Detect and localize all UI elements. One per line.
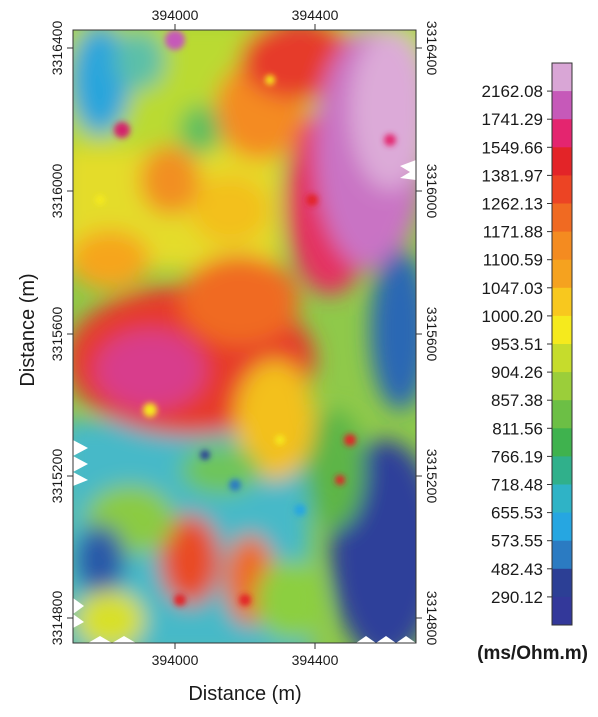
colorbar-swatch [552, 91, 572, 120]
map-frame [72, 29, 417, 644]
x-tick-bottom-1: 394400 [292, 652, 339, 668]
colorbar-swatch [552, 372, 572, 401]
colorbar-label: 718.48 [491, 476, 543, 495]
y-tick-left-0: 3316400 [49, 21, 65, 76]
colorbar-label: 953.51 [491, 335, 543, 354]
colorbar-swatch [552, 315, 572, 345]
colorbar-label: 1000.20 [482, 307, 543, 326]
y-tick-right-2: 3315600 [424, 307, 440, 362]
map-ticks [67, 24, 422, 649]
x-tick-top-0: 394000 [152, 7, 199, 23]
y-tick-left-3: 3315200 [49, 449, 65, 504]
colorbar-label: 766.19 [491, 447, 543, 466]
colorbar-swatch [552, 344, 572, 373]
colorbar-label: 1047.03 [482, 279, 543, 298]
colorbar-swatch [552, 400, 572, 429]
y-axis-title: Distance (m) [17, 273, 39, 386]
colorbar-swatch [552, 147, 572, 176]
y-tick-right-0: 3316400 [424, 21, 440, 76]
colorbar-swatch [552, 596, 572, 626]
colorbar-label: 290.12 [491, 588, 543, 607]
colorbar-label: 1381.97 [482, 166, 543, 185]
y-tick-right-4: 3314800 [424, 591, 440, 646]
colorbar-label: 904.26 [491, 363, 543, 382]
colorbar-swatch [552, 568, 572, 598]
colorbar-swatch [552, 512, 572, 542]
x-tick-bottom-0: 394000 [152, 652, 199, 668]
colorbar-label: 857.38 [491, 391, 543, 410]
colorbar-swatch [552, 175, 572, 204]
y-tick-right-3: 3315200 [424, 449, 440, 504]
colorbar-label: 655.53 [491, 504, 543, 523]
colorbar-swatch [552, 119, 572, 148]
map-field [73, 30, 416, 643]
y-tick-right-1: 3316000 [424, 164, 440, 219]
map-speckles [95, 30, 396, 606]
colorbar-label: 1171.88 [483, 223, 543, 242]
y-tick-left-1: 3316000 [49, 164, 65, 219]
x-axis-title: Distance (m) [188, 683, 301, 705]
colorbar-label: 1549.66 [482, 138, 543, 157]
colorbar-label: 1741.29 [482, 110, 543, 129]
colorbar-swatch [552, 456, 572, 485]
colorbar-unit: (ms/Ohm.m) [477, 643, 588, 664]
map-blank-notches [73, 160, 416, 643]
y-tick-left-2: 3315600 [49, 307, 65, 362]
colorbar-swatch [552, 428, 572, 457]
resistivity-map [67, 24, 422, 649]
y-tick-left-4: 3314800 [49, 591, 65, 646]
colorbar-label: 811.56 [492, 419, 543, 438]
colorbar-label: 573.55 [491, 532, 543, 551]
colorbar-swatch [552, 484, 572, 514]
colorbar-swatch [552, 231, 572, 261]
colorbar-swatch [552, 540, 572, 570]
x-tick-top-1: 394400 [292, 7, 339, 23]
colorbar-label: 482.43 [491, 560, 543, 579]
colorbar-label: 1262.13 [482, 195, 543, 214]
colorbar-label: 2162.08 [482, 82, 543, 101]
colorbar-swatch [552, 63, 572, 92]
colorbar-swatch [552, 259, 572, 289]
colorbar-swatch [552, 287, 572, 317]
colorbar: 2162.08 1741.29 1549.66 1381.97 1262.13 1171.… [482, 62, 573, 626]
colorbar-label: 1100.59 [483, 251, 543, 270]
colorbar-swatch [552, 203, 572, 233]
